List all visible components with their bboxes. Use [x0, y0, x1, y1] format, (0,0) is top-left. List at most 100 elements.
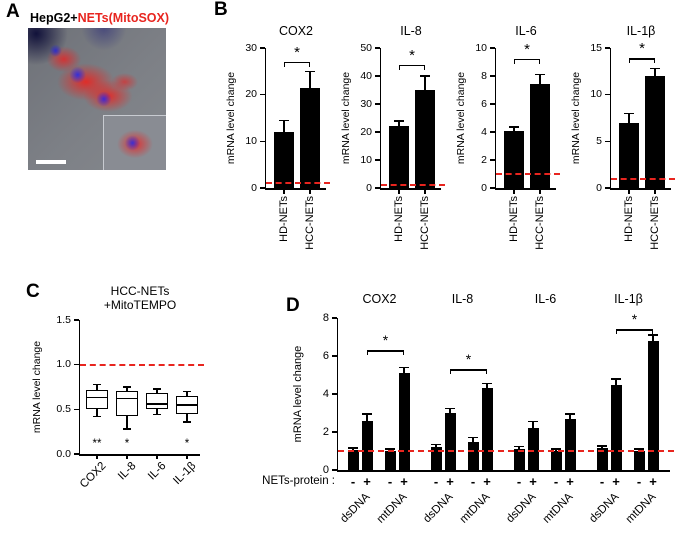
error-bar-cap	[535, 73, 545, 76]
error-bar	[366, 413, 368, 428]
group-title: IL-6	[534, 292, 557, 306]
y-tick-label: 4	[322, 387, 329, 400]
x-category-label: HCC-NETs	[648, 196, 661, 250]
bar	[444, 413, 456, 470]
y-axis	[379, 48, 381, 190]
chart-title: IL-8	[400, 24, 422, 38]
y-tick	[375, 159, 380, 161]
bar	[300, 87, 320, 188]
panel-a-title: HepG2+NETs(MitoSOX)	[30, 11, 169, 25]
error-bar-cap	[279, 119, 289, 122]
significance-line	[284, 62, 310, 64]
x-axis	[609, 188, 671, 190]
y-tick-label: 40	[360, 69, 372, 82]
condition-label: -	[350, 474, 356, 489]
error-bar-cap	[482, 392, 492, 394]
condition-label: +	[446, 474, 454, 489]
error-bar-cap	[399, 378, 409, 380]
whisker-cap	[153, 413, 161, 416]
bar	[467, 442, 479, 470]
x-category-label: HD-NETs	[392, 196, 405, 242]
significance-end-tick	[423, 64, 425, 70]
error-bar-cap	[551, 452, 561, 454]
error-bar-cap	[551, 448, 561, 450]
error-bar	[435, 444, 437, 451]
error-bar-cap	[362, 426, 372, 428]
error-bar-cap	[394, 131, 404, 133]
y-tick	[375, 47, 380, 49]
significance-end-tick	[399, 64, 401, 70]
error-bar-cap	[528, 434, 538, 436]
significance-end-tick	[651, 329, 653, 335]
y-tick-label: 10	[590, 88, 602, 101]
error-bar-cap	[648, 334, 658, 336]
x-category-label: HCC-NETs	[303, 196, 316, 250]
y-tick-label: 0	[596, 181, 602, 194]
bar	[481, 388, 493, 470]
bar	[645, 76, 665, 188]
group-title: IL-8	[451, 292, 474, 306]
error-bar-cap	[305, 103, 315, 105]
x-tick	[309, 189, 311, 194]
y-tick	[490, 103, 495, 105]
significance-star: *	[465, 351, 472, 368]
error-bar	[569, 413, 571, 424]
chart-title: IL-1β	[626, 24, 656, 38]
error-bar-cap	[385, 452, 395, 454]
significance-line	[629, 58, 655, 60]
y-tick	[375, 187, 380, 189]
x-axis	[78, 454, 200, 456]
error-bar	[486, 383, 488, 394]
y-tick	[490, 75, 495, 77]
x-category-label: HD-NETs	[507, 196, 520, 242]
y-tick	[490, 131, 495, 133]
y-tick	[375, 131, 380, 133]
y-tick-label: 15	[590, 41, 602, 54]
y-axis	[336, 318, 338, 472]
y-tick-label: 20	[360, 125, 372, 138]
error-bar	[449, 408, 451, 418]
y-tick-label: 0.0	[56, 447, 71, 460]
y-tick-label: 8	[481, 69, 487, 82]
x-axis	[336, 470, 670, 472]
significance-line	[399, 64, 425, 67]
median-line	[86, 396, 108, 399]
panel-d-label: D	[286, 295, 300, 316]
y-tick	[375, 103, 380, 105]
y-tick	[260, 47, 265, 49]
bar	[550, 451, 562, 470]
y-tick-label: 0	[251, 181, 257, 194]
chart-title: COX2	[278, 24, 314, 38]
error-bar-cap	[394, 120, 404, 122]
error-bar	[615, 378, 617, 391]
condition-label: -	[433, 474, 439, 489]
significance-star: *	[639, 40, 645, 58]
panel-a-title-stain: NETs(MitoSOX)	[77, 11, 170, 25]
y-tick	[74, 363, 79, 366]
whisker-cap	[183, 390, 191, 393]
y-tick	[490, 159, 495, 161]
y-tick	[74, 408, 79, 411]
condition-label: -	[516, 474, 522, 489]
panel-a-label: A	[6, 1, 20, 22]
bar	[596, 448, 608, 470]
reference-line	[611, 177, 675, 180]
chart-c-mitotempo: HCC-NETs +MitoTEMPO mRNA level change 0.0 0.…	[28, 282, 240, 542]
error-bar	[539, 74, 541, 95]
error-bar	[532, 421, 534, 435]
bar	[647, 340, 659, 470]
y-tick	[605, 140, 610, 143]
error-bar-cap	[650, 67, 660, 70]
condition-label: +	[566, 474, 574, 489]
significance-end-tick	[653, 58, 655, 64]
bar	[415, 90, 435, 188]
y-tick-label: 0	[322, 463, 329, 476]
bar	[361, 420, 373, 470]
error-bar	[518, 446, 520, 452]
y-axis	[609, 48, 611, 190]
condition-row-label: NETs-protein :	[262, 475, 335, 487]
micrograph-image	[28, 28, 166, 170]
error-bar-cap	[634, 452, 644, 454]
condition-label: -	[636, 474, 642, 489]
y-tick-label: 4	[481, 125, 487, 138]
